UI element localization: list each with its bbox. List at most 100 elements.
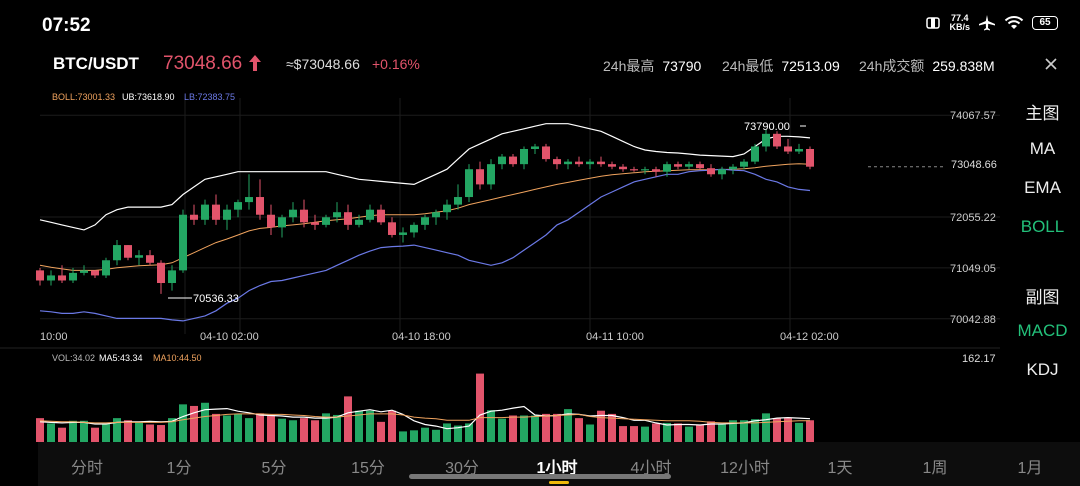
candle-body-20	[256, 197, 264, 215]
volume-bar-68	[784, 418, 792, 442]
kline-chart[interactable]: BOLL:73001.33 UB:73618.90 LB:72383.75 74…	[0, 86, 1005, 442]
approx-price: ≈$73048.66	[286, 56, 360, 72]
tab-1h[interactable]: 1小时	[536, 460, 578, 477]
tab-15m[interactable]: 15分	[351, 460, 385, 477]
time-axis: 10:00 04-10 02:00 04-10 18:00 04-11 10:00 04…	[40, 331, 839, 343]
candle-body-64	[740, 161, 748, 167]
candle-body-43	[509, 156, 517, 165]
candle-body-0	[36, 270, 44, 281]
candle-body-5	[91, 270, 99, 276]
volume-bar-34	[410, 430, 418, 442]
tab-1d[interactable]: 1天	[827, 460, 853, 477]
volume-bar-28	[344, 396, 352, 442]
volume-bar-2	[58, 427, 66, 442]
volume-bar-70	[806, 420, 814, 442]
candles	[36, 129, 814, 294]
volume-bar-43	[509, 415, 517, 442]
candle-body-55	[641, 169, 649, 171]
volume-bar-1	[47, 423, 55, 442]
volume-bar-12	[168, 418, 176, 442]
candle-body-36	[432, 212, 440, 218]
candle-body-61	[707, 168, 715, 175]
indicator-boll[interactable]: BOLL	[1020, 217, 1065, 236]
candle-body-30	[366, 209, 374, 220]
candle-body-40	[476, 169, 484, 185]
candle-body-41	[487, 164, 495, 185]
volume-bar-51	[597, 410, 605, 442]
indicator-kdj[interactable]: KDJ	[1026, 360, 1059, 379]
volume-bars	[36, 373, 814, 442]
candle-body-16	[212, 204, 220, 220]
price-change: +0.16%	[372, 56, 420, 72]
boll-bands	[39, 123, 811, 322]
boll-legend-boll: BOLL:73001.33	[52, 92, 115, 102]
tab-1mo[interactable]: 1月	[1017, 460, 1043, 477]
boll-upper-line	[39, 123, 811, 231]
tab-5m[interactable]: 5分	[261, 460, 287, 477]
tab-30m[interactable]: 30分	[445, 460, 479, 477]
volume-bar-6	[102, 423, 110, 442]
tab-1w[interactable]: 1周	[922, 460, 948, 477]
min-price-label: 70536.33	[193, 293, 239, 305]
volume-bar-39	[465, 423, 473, 442]
volume-bar-61	[707, 421, 715, 442]
candle-body-53	[619, 166, 627, 170]
candle-body-12	[168, 270, 176, 284]
indicator-macd[interactable]: MACD	[1017, 321, 1068, 340]
time-axis-label-2: 04-10 18:00	[392, 331, 451, 343]
volume-bar-54	[630, 426, 638, 442]
status-bar: 07:52 77.4 KB/s 65	[0, 0, 1080, 48]
candle-body-49	[575, 161, 583, 165]
volume-bar-11	[157, 425, 165, 442]
indicator-ma[interactable]: MA	[1029, 139, 1056, 158]
volume-bar-33	[399, 431, 407, 442]
candle-body-14	[190, 214, 198, 220]
tab-timeline[interactable]: 分时	[70, 460, 104, 477]
candle-body-67	[773, 133, 781, 147]
volume-bar-60	[696, 425, 704, 442]
candle-body-39	[465, 169, 473, 198]
volume-bar-53	[619, 426, 627, 442]
stat-24h-high: 24h最高 73790	[603, 56, 701, 76]
candle-body-13	[179, 214, 187, 271]
candle-body-6	[102, 260, 110, 276]
volume-bar-25	[311, 420, 319, 442]
candle-body-50	[586, 161, 594, 165]
volume-bar-69	[795, 422, 803, 442]
volume-bar-23	[289, 420, 297, 442]
candle-body-68	[784, 146, 792, 152]
indicator-ema[interactable]: EMA	[1024, 178, 1061, 197]
candle-body-4	[80, 270, 88, 273]
candle-body-34	[410, 224, 418, 233]
candle-body-35	[421, 217, 429, 225]
volume-bar-62	[718, 424, 726, 442]
candle-body-27	[333, 212, 341, 218]
candle-body-56	[652, 169, 660, 172]
candle-body-32	[388, 222, 396, 235]
network-speed-unit: KB/s	[949, 22, 970, 32]
time-axis-label-0: 10:00	[40, 331, 68, 343]
close-icon[interactable]	[1043, 56, 1059, 72]
volume-bar-55	[641, 426, 649, 442]
airplane-icon	[979, 15, 995, 31]
tab-4h[interactable]: 4小时	[630, 460, 672, 477]
candle-body-19	[245, 197, 253, 203]
candle-body-23	[289, 209, 297, 218]
volume-bar-3	[69, 420, 77, 442]
volume-bar-42	[498, 418, 506, 442]
tab-1m[interactable]: 1分	[166, 460, 192, 477]
volume-bar-58	[674, 423, 682, 442]
volume-bar-36	[432, 429, 440, 442]
candle-body-60	[696, 164, 704, 169]
candle-body-59	[685, 164, 693, 167]
volume-bar-48	[564, 409, 572, 442]
price-axis-label-0: 74067.57	[950, 110, 996, 122]
tab-12h[interactable]: 12小时	[720, 460, 770, 477]
pair-name[interactable]: BTC/USDT	[53, 54, 139, 73]
volume-bar-0	[36, 418, 44, 442]
candle-body-15	[201, 204, 209, 220]
volume-bar-5	[91, 427, 99, 442]
candle-body-69	[795, 148, 803, 152]
volume-ma5-line	[39, 405, 811, 430]
candle-body-47	[553, 159, 561, 165]
